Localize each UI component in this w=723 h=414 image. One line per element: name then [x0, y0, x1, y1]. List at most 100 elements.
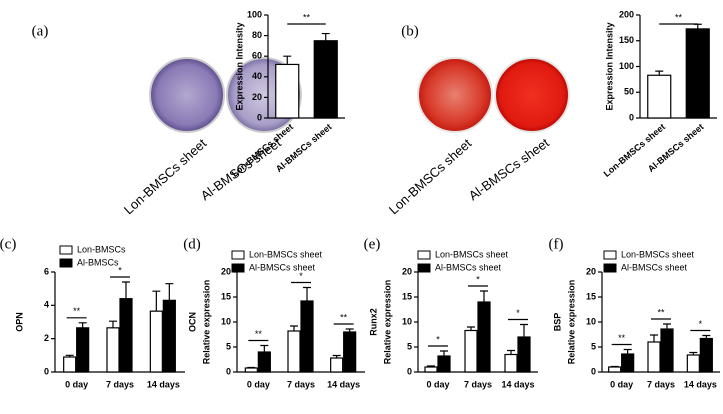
error-bar	[655, 70, 664, 76]
x-tick-label: 7 days	[106, 379, 134, 389]
panel-label: (b)	[401, 23, 419, 39]
bar	[621, 353, 635, 373]
bar	[63, 356, 77, 373]
x-tick-label: 7 days	[464, 379, 492, 389]
y-tick-label: 4	[44, 300, 49, 310]
error-bar	[78, 322, 87, 328]
significance-label: **	[657, 307, 665, 317]
significance-label: *	[299, 271, 303, 281]
y-tick-label: 10	[221, 316, 231, 326]
panel-label: (a)	[32, 23, 49, 39]
bar	[647, 74, 672, 119]
legend-swatch	[231, 250, 245, 260]
legend-swatch	[59, 245, 73, 255]
y-tick-label: 6	[44, 266, 49, 276]
dish	[417, 57, 493, 133]
y-tick-label: 20	[252, 92, 262, 102]
legend-swatch	[417, 250, 431, 260]
bar	[275, 63, 300, 119]
error-bar	[152, 290, 161, 312]
photo-label: Al-BMSCs sheet	[466, 135, 552, 203]
significance-label: *	[118, 265, 122, 275]
dish-photos	[149, 57, 570, 133]
y-axis-label: OPN	[14, 312, 24, 332]
bar	[300, 300, 314, 373]
bar	[699, 337, 713, 373]
bar	[647, 341, 661, 373]
y-tick-label: 15	[586, 291, 596, 301]
error-bar	[689, 351, 698, 355]
bar	[686, 354, 700, 373]
bar	[608, 366, 622, 373]
error-bar	[65, 354, 74, 357]
dish	[494, 57, 570, 133]
bar	[313, 40, 338, 119]
y-axis-sublabel: Relative expression	[201, 280, 211, 365]
bar	[437, 355, 451, 373]
y-tick-label: 0	[591, 366, 596, 376]
y-tick-label: 10	[402, 316, 412, 326]
y-tick-label: 20	[402, 266, 412, 276]
legend-swatch	[603, 250, 617, 260]
y-tick-label: 0	[44, 366, 49, 376]
x-tick-label: 0 day	[65, 379, 88, 389]
error-bar	[109, 320, 117, 328]
y-axis-label: OCN	[187, 312, 197, 332]
y-axis-sublabel: Relative expression	[382, 280, 392, 365]
y-tick-label: 0	[629, 112, 634, 122]
error-bar	[440, 350, 448, 356]
y-tick-label: 40	[252, 71, 262, 81]
photo-label: Lon-BMSCs sheet	[121, 135, 210, 217]
significance-label: *	[436, 334, 440, 344]
panel-label: (e)	[364, 236, 381, 252]
legend-swatch	[603, 263, 617, 273]
y-tick-label: 5	[407, 341, 412, 351]
y-tick-label: 80	[252, 30, 262, 40]
error-bar	[467, 326, 475, 331]
legend-label: Al-BMSCs	[77, 257, 119, 267]
legend-swatch	[59, 258, 73, 268]
y-axis-label: BSP	[552, 313, 562, 332]
bar	[504, 353, 518, 373]
x-tick-label: 7 days	[287, 379, 315, 389]
bar	[106, 327, 120, 373]
y-tick-label: 2	[44, 333, 49, 343]
bar	[424, 366, 438, 373]
x-tick-label: 7 days	[647, 379, 675, 389]
significance-label: **	[675, 12, 683, 22]
y-tick-label: 100	[619, 61, 634, 71]
y-axis-label: Expression Intensity	[604, 22, 614, 110]
error-bar	[332, 354, 341, 358]
y-axis-label: Expression Intensity	[234, 22, 244, 110]
legend-label: Al-BMSCs sheet	[249, 262, 316, 272]
error-bar	[165, 283, 174, 301]
dish	[149, 57, 225, 133]
error-bar	[480, 290, 488, 302]
y-tick-label: 0	[226, 366, 231, 376]
significance-label: **	[618, 333, 626, 343]
error-bar	[650, 334, 658, 342]
significance-label: **	[255, 329, 263, 339]
bar	[119, 298, 133, 373]
bar	[660, 328, 674, 373]
bar	[257, 351, 271, 373]
bar	[287, 330, 301, 373]
panel-label: (f)	[549, 236, 564, 252]
x-tick-label: 14 days	[327, 379, 360, 389]
y-tick-label: 15	[402, 291, 412, 301]
x-tick-label: 14 days	[147, 379, 180, 389]
significance-label: *	[516, 308, 520, 318]
error-bar	[693, 23, 702, 29]
x-tick-label: 0 day	[426, 379, 449, 389]
error-bar	[345, 328, 354, 332]
significance-label: **	[73, 306, 81, 316]
bar	[330, 357, 344, 373]
y-tick-label: 10	[586, 316, 596, 326]
error-bar	[663, 323, 671, 329]
panel-label: (d)	[183, 236, 201, 252]
y-tick-label: 150	[619, 35, 634, 45]
bar	[149, 310, 163, 373]
y-tick-label: 5	[591, 341, 596, 351]
error-bar	[290, 325, 298, 331]
error-bar	[507, 349, 515, 355]
